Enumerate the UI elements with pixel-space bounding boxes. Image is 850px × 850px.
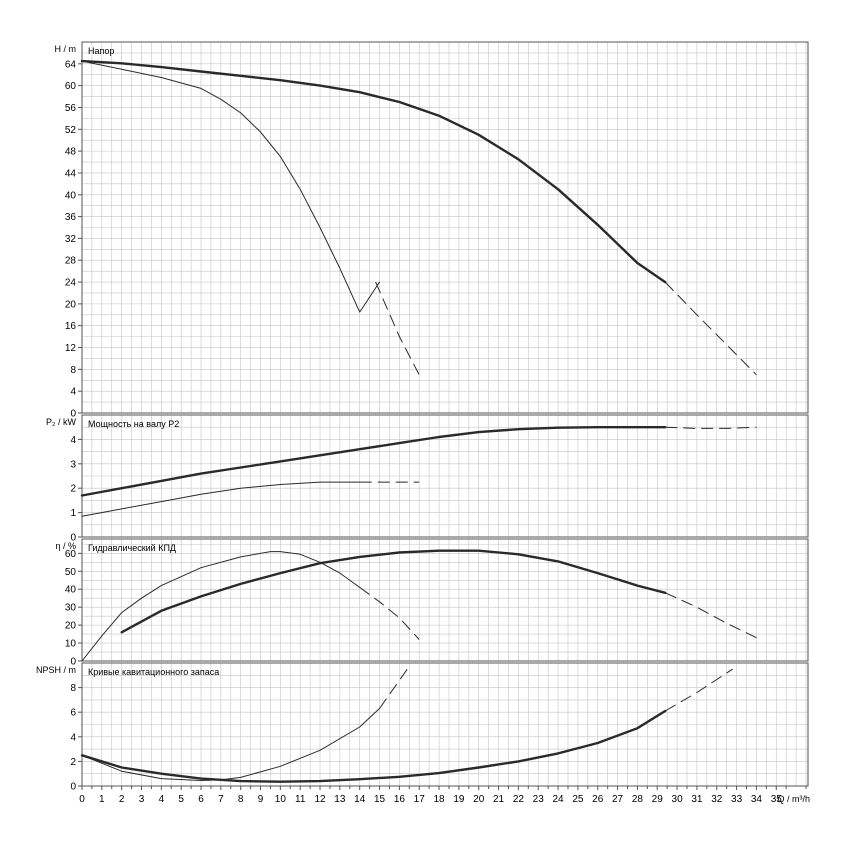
y-tick-label: 32 bbox=[65, 234, 77, 245]
y-tick-label: 28 bbox=[65, 256, 77, 267]
panel-title: Кривые кавитационного запаса bbox=[88, 667, 219, 677]
y-tick-label: 8 bbox=[70, 683, 76, 694]
panel-frame bbox=[81, 538, 809, 662]
y-tick-label: 0 bbox=[70, 409, 76, 420]
y-tick-label: 0 bbox=[70, 657, 76, 668]
x-tick-label: 0 bbox=[79, 794, 85, 805]
x-tick-label: 34 bbox=[751, 794, 763, 805]
panel-title: Мощность на валу P2 bbox=[88, 419, 179, 429]
y-axis-label: H / m bbox=[55, 44, 77, 54]
y-tick-label: 0 bbox=[70, 782, 76, 793]
y-tick-label: 2 bbox=[70, 484, 76, 495]
y-tick-label: 20 bbox=[65, 299, 77, 310]
x-tick-label: 26 bbox=[592, 794, 604, 805]
curve-dashed bbox=[375, 281, 420, 376]
x-tick-label: 30 bbox=[672, 794, 684, 805]
y-tick-label: 4 bbox=[70, 387, 76, 398]
x-tick-label: 20 bbox=[473, 794, 485, 805]
x-tick-label: 1 bbox=[99, 794, 105, 805]
x-tick-label: 29 bbox=[652, 794, 664, 805]
y-tick-label: 36 bbox=[65, 212, 77, 223]
x-tick-label: 5 bbox=[178, 794, 184, 805]
curve-solid bbox=[81, 60, 380, 313]
curve-solid bbox=[80, 426, 667, 497]
panel-title: Напор bbox=[88, 46, 114, 56]
curve-solid bbox=[81, 481, 361, 517]
y-axis-label: η / % bbox=[55, 541, 76, 551]
curve-dashed bbox=[664, 668, 733, 712]
x-tick-label: 22 bbox=[513, 794, 525, 805]
x-tick-label: 35 bbox=[771, 794, 783, 805]
curve-solid bbox=[81, 708, 380, 781]
x-tick-label: 33 bbox=[731, 794, 743, 805]
panel-title: Гидравлический КПД bbox=[88, 543, 176, 553]
y-axis-label: P₂ / kW bbox=[46, 417, 76, 427]
x-tick-label: 13 bbox=[334, 794, 346, 805]
curve-solid bbox=[80, 59, 667, 284]
x-tick-label: 10 bbox=[275, 794, 287, 805]
y-tick-label: 3 bbox=[70, 459, 76, 470]
curve-dashed bbox=[665, 426, 757, 429]
x-tick-label: 32 bbox=[711, 794, 723, 805]
y-tick-label: 1 bbox=[70, 508, 76, 519]
y-tick-label: 16 bbox=[65, 321, 77, 332]
x-tick-label: 3 bbox=[139, 794, 145, 805]
x-tick-label: 14 bbox=[354, 794, 366, 805]
panel-frame bbox=[81, 41, 809, 414]
y-tick-label: 12 bbox=[65, 343, 77, 354]
curve-solid bbox=[80, 709, 667, 783]
y-tick-label: 60 bbox=[65, 549, 77, 560]
curve-solid bbox=[120, 549, 667, 634]
curve-dashed bbox=[664, 281, 757, 376]
y-tick-label: 6 bbox=[70, 708, 76, 719]
x-tick-label: 28 bbox=[632, 794, 644, 805]
y-tick-label: 64 bbox=[65, 59, 77, 70]
x-tick-label: 27 bbox=[612, 794, 624, 805]
curve-solid bbox=[81, 551, 361, 662]
x-tick-label: 4 bbox=[159, 794, 165, 805]
y-tick-label: 4 bbox=[70, 732, 76, 743]
x-tick-label: 23 bbox=[533, 794, 545, 805]
y-tick-label: 52 bbox=[65, 125, 77, 136]
x-tick-label: 12 bbox=[314, 794, 326, 805]
x-tick-label: 21 bbox=[493, 794, 505, 805]
y-tick-label: 44 bbox=[65, 168, 77, 179]
panel-frame bbox=[81, 414, 809, 538]
y-tick-label: 8 bbox=[70, 365, 76, 376]
y-tick-label: 24 bbox=[65, 278, 77, 289]
x-tick-label: 11 bbox=[295, 794, 306, 805]
y-axis-label: NPSH / m bbox=[36, 665, 76, 675]
y-tick-label: 40 bbox=[65, 190, 77, 201]
y-tick-label: 48 bbox=[65, 147, 77, 158]
y-tick-label: 10 bbox=[65, 639, 77, 650]
x-tick-label: 17 bbox=[414, 794, 426, 805]
x-tick-label: 2 bbox=[119, 794, 125, 805]
x-tick-label: 18 bbox=[433, 794, 445, 805]
y-tick-label: 50 bbox=[65, 567, 77, 578]
x-axis-label: Q / m³/h bbox=[777, 794, 810, 804]
curve-dashed bbox=[379, 668, 408, 709]
x-tick-label: 16 bbox=[394, 794, 406, 805]
y-tick-label: 20 bbox=[65, 621, 77, 632]
y-tick-label: 40 bbox=[65, 585, 77, 596]
y-tick-label: 30 bbox=[65, 603, 77, 614]
curve-dashed bbox=[359, 586, 420, 640]
x-tick-label: 24 bbox=[553, 794, 565, 805]
x-tick-label: 25 bbox=[572, 794, 584, 805]
x-tick-label: 9 bbox=[258, 794, 264, 805]
x-tick-label: 19 bbox=[453, 794, 465, 805]
panel-frame bbox=[81, 662, 809, 787]
x-tick-label: 31 bbox=[691, 794, 703, 805]
y-tick-label: 60 bbox=[65, 81, 77, 92]
y-tick-label: 0 bbox=[70, 533, 76, 544]
x-tick-label: 6 bbox=[198, 794, 204, 805]
y-tick-label: 4 bbox=[70, 435, 76, 446]
y-tick-label: 2 bbox=[70, 757, 76, 768]
x-tick-label: 8 bbox=[238, 794, 244, 805]
y-tick-label: 56 bbox=[65, 103, 77, 114]
x-tick-label: 7 bbox=[218, 794, 224, 805]
x-tick-label: 15 bbox=[374, 794, 386, 805]
